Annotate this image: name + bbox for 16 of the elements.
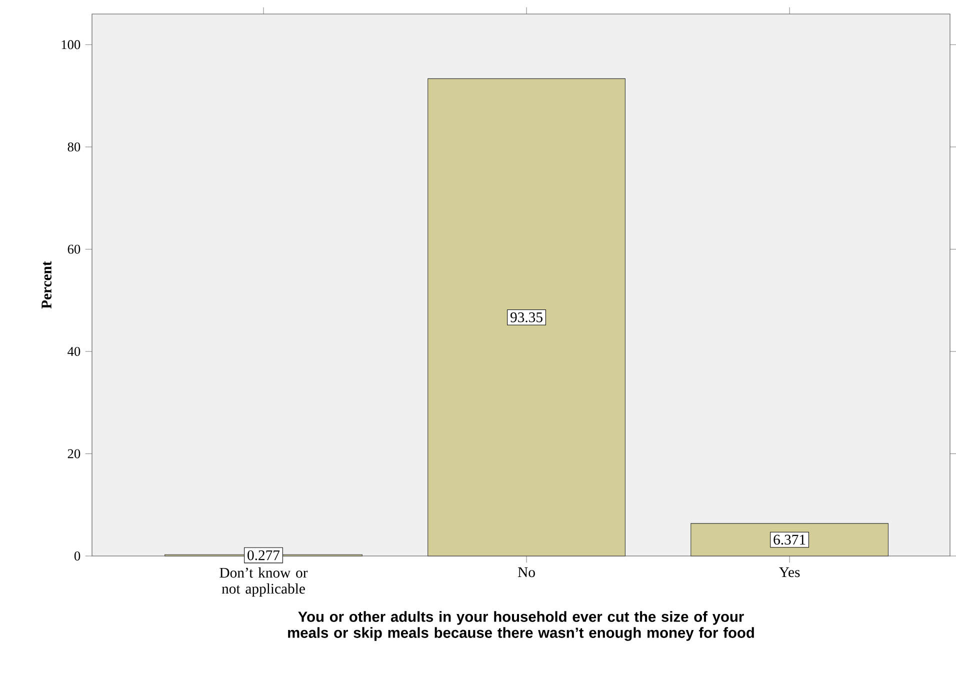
data-label: 93.35 [510, 312, 542, 322]
data-label: 0.277 [248, 550, 280, 560]
y-tick-label: 100 [62, 40, 80, 50]
y-tick-label: 80 [68, 142, 80, 152]
bar [428, 78, 626, 556]
x-tick-label: Yes [779, 567, 800, 578]
y-tick-label: 20 [68, 449, 80, 458]
x-axis-title: You or other adults in your household ever cut the size of your meals or skip meals because there wasn’t enough money for food [288, 611, 754, 641]
y-tick-label: 40 [68, 346, 80, 356]
y-tick-label: 60 [68, 244, 80, 254]
x-tick-label: Don’t know or not applicable [220, 567, 308, 597]
y-axis-title: Percent [42, 261, 52, 309]
y-tick-label: 0 [74, 552, 80, 560]
x-tick-label: No [518, 567, 535, 578]
data-label: 6.371 [774, 534, 806, 545]
bar [690, 523, 888, 556]
